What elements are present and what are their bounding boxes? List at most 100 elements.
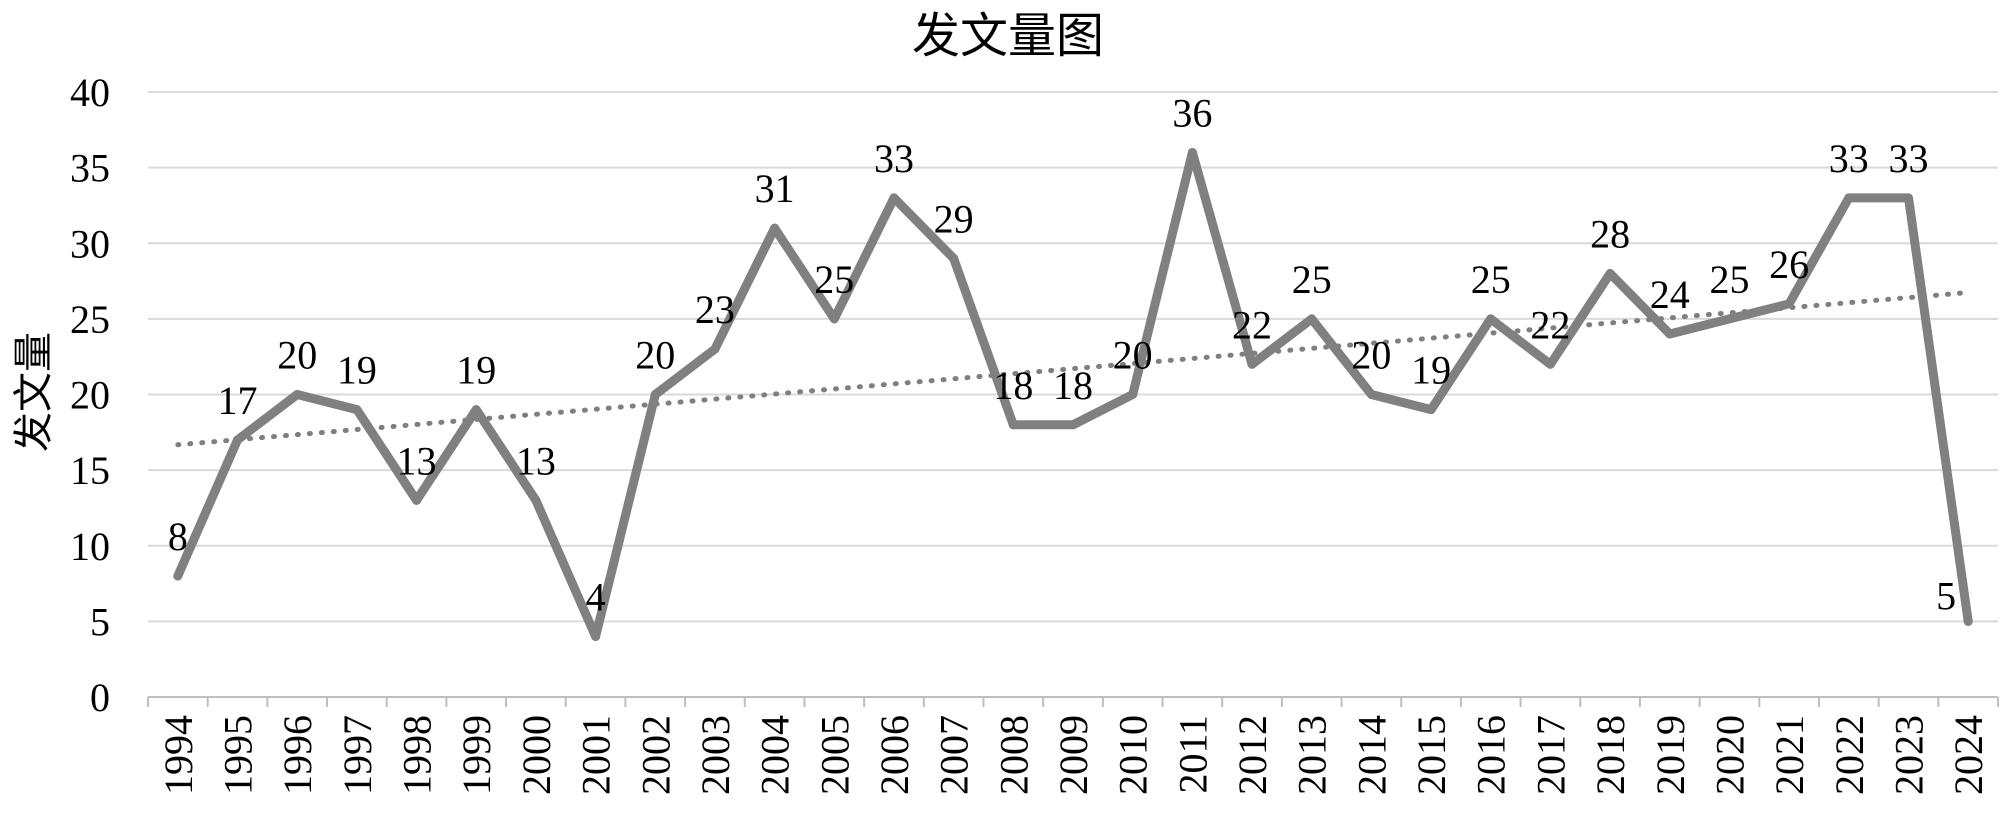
x-tick-label-2012: 2012 bbox=[1230, 715, 1275, 795]
data-point-1999 bbox=[471, 405, 481, 415]
data-label-2015: 19 bbox=[1411, 348, 1451, 393]
x-tick-label-2005: 2005 bbox=[812, 715, 857, 795]
data-label-2011: 36 bbox=[1172, 91, 1212, 136]
x-tick-label-1998: 1998 bbox=[395, 715, 440, 795]
x-tick-label-1996: 1996 bbox=[275, 715, 320, 795]
data-label-2021: 26 bbox=[1769, 242, 1809, 287]
x-tick-label-2015: 2015 bbox=[1409, 715, 1454, 795]
x-tick-label-2001: 2001 bbox=[574, 715, 619, 795]
data-point-2012 bbox=[1247, 359, 1257, 369]
data-label-1997: 19 bbox=[337, 348, 377, 393]
data-point-1995 bbox=[233, 435, 243, 445]
x-tick-label-2022: 2022 bbox=[1827, 715, 1872, 795]
y-axis-label: 发文量 bbox=[11, 332, 57, 452]
data-point-2002 bbox=[650, 390, 660, 399]
data-point-2019 bbox=[1665, 329, 1675, 339]
data-point-2021 bbox=[1784, 299, 1794, 309]
y-tick-label-35: 35 bbox=[70, 146, 110, 191]
x-tick-label-2006: 2006 bbox=[872, 715, 917, 795]
chart-title: 发文量图 bbox=[912, 8, 1104, 64]
data-point-1994 bbox=[173, 571, 183, 581]
data-point-2015 bbox=[1426, 405, 1436, 415]
data-point-2001 bbox=[591, 632, 601, 641]
x-tick-label-2024: 2024 bbox=[1946, 715, 1991, 795]
data-label-2007: 29 bbox=[934, 196, 974, 241]
data-point-2017 bbox=[1545, 359, 1555, 369]
y-tick-label-30: 30 bbox=[70, 221, 110, 266]
x-tick-label-2023: 2023 bbox=[1886, 715, 1931, 795]
data-label-2017: 22 bbox=[1530, 302, 1570, 347]
series-group bbox=[173, 148, 1973, 641]
data-point-2005 bbox=[829, 314, 839, 324]
data-point-2008 bbox=[1008, 420, 1018, 430]
x-tick-label-2007: 2007 bbox=[932, 715, 977, 795]
y-tick-label-15: 15 bbox=[70, 448, 110, 493]
x-tick-label-2019: 2019 bbox=[1648, 715, 1693, 795]
data-label-2014: 20 bbox=[1351, 333, 1391, 378]
x-tick-label-2009: 2009 bbox=[1051, 715, 1096, 795]
x-tick-label-2016: 2016 bbox=[1469, 715, 1514, 795]
data-point-2018 bbox=[1605, 269, 1615, 278]
data-label-1995: 17 bbox=[218, 378, 258, 423]
data-point-2024 bbox=[1963, 616, 1973, 626]
data-point-1997 bbox=[352, 405, 362, 415]
data-label-2010: 20 bbox=[1113, 333, 1153, 378]
y-tick-label-0: 0 bbox=[90, 675, 110, 720]
data-labels: 8 17 20 19 13 19 13 4 20 23 31 25 33 29 18 18 20 36 22 25 20… bbox=[168, 91, 1956, 620]
y-tick-label-25: 25 bbox=[70, 297, 110, 342]
data-point-1996 bbox=[292, 390, 302, 399]
data-label-2023: 33 bbox=[1888, 136, 1928, 181]
gridlines bbox=[148, 91, 1998, 623]
x-tick-label-1999: 1999 bbox=[454, 715, 499, 795]
data-label-2008: 18 bbox=[993, 363, 1033, 408]
data-label-2003: 23 bbox=[695, 287, 735, 332]
x-tick-label-2014: 2014 bbox=[1349, 715, 1394, 795]
data-point-2000 bbox=[531, 495, 541, 505]
data-label-1999: 19 bbox=[456, 348, 496, 393]
trendline bbox=[175, 290, 1971, 448]
data-label-1994: 8 bbox=[168, 514, 188, 559]
x-tick-label-2011: 2011 bbox=[1170, 715, 1215, 794]
y-tick-label-10: 10 bbox=[70, 524, 110, 569]
data-point-2016 bbox=[1486, 314, 1496, 324]
x-tick-label-2004: 2004 bbox=[753, 715, 798, 795]
data-label-2012: 22 bbox=[1232, 302, 1272, 347]
x-axis-ticks: 1994 1995 1996 1997 1998 1999 2000 2001 2002 2003… bbox=[156, 715, 1991, 795]
x-tick-label-1994: 1994 bbox=[156, 715, 201, 795]
data-point-2020 bbox=[1724, 314, 1734, 324]
data-label-2005: 25 bbox=[814, 257, 854, 302]
data-label-2016: 25 bbox=[1471, 257, 1511, 302]
data-point-2003 bbox=[710, 344, 720, 354]
data-point-1998 bbox=[412, 495, 422, 505]
x-tick-label-2010: 2010 bbox=[1111, 715, 1156, 795]
y-axis-ticks: 0 5 10 15 20 25 30 35 40 bbox=[70, 70, 110, 720]
data-point-2009 bbox=[1068, 420, 1078, 430]
y-tick-label-40: 40 bbox=[70, 70, 110, 115]
x-tick-label-2000: 2000 bbox=[514, 715, 559, 795]
x-tick-label-2018: 2018 bbox=[1588, 715, 1633, 795]
y-tick-label-5: 5 bbox=[90, 599, 110, 644]
data-label-1996: 20 bbox=[277, 333, 317, 378]
data-point-2014 bbox=[1366, 390, 1376, 399]
data-label-2009: 18 bbox=[1053, 363, 1093, 408]
data-point-2023 bbox=[1903, 193, 1913, 203]
x-tick-label-2003: 2003 bbox=[693, 715, 738, 795]
data-label-2002: 20 bbox=[635, 333, 675, 378]
x-tick-label-2021: 2021 bbox=[1767, 715, 1812, 795]
data-point-2006 bbox=[889, 193, 899, 203]
data-label-2020: 25 bbox=[1709, 257, 1749, 302]
x-tick-label-2002: 2002 bbox=[633, 715, 678, 795]
data-label-2022: 33 bbox=[1829, 136, 1869, 181]
x-tick-label-2013: 2013 bbox=[1290, 715, 1335, 795]
data-label-2006: 33 bbox=[874, 136, 914, 181]
data-point-2022 bbox=[1844, 193, 1854, 203]
data-point-2011 bbox=[1187, 148, 1197, 157]
data-label-1998: 13 bbox=[397, 438, 437, 483]
trendline-group bbox=[175, 290, 1971, 448]
x-axis bbox=[147, 696, 1999, 707]
data-label-2013: 25 bbox=[1292, 257, 1332, 302]
x-tick-label-1997: 1997 bbox=[335, 715, 380, 795]
data-point-2013 bbox=[1307, 314, 1317, 324]
x-tick-label-2020: 2020 bbox=[1707, 715, 1752, 795]
